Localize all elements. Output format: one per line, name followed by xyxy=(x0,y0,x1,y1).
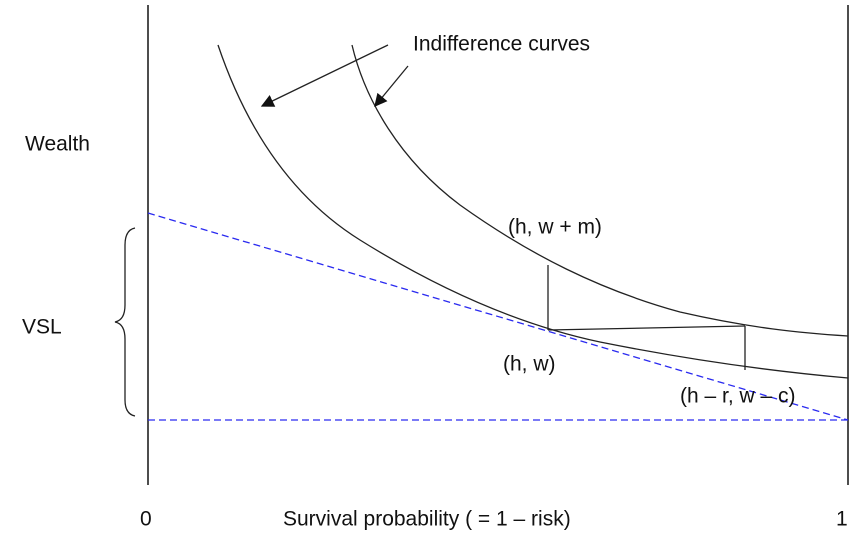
vsl-label: VSL xyxy=(22,316,62,339)
curves-label: Indifference curves xyxy=(413,33,590,56)
y-axis-label: Wealth xyxy=(25,133,90,156)
arrow xyxy=(260,44,389,107)
x-end-label: 1 xyxy=(836,508,848,531)
x-axis-label: Survival probability ( = 1 – risk) xyxy=(283,508,571,531)
indifference-curve-lower xyxy=(217,44,849,379)
point-label: (h, w) xyxy=(503,353,556,376)
tangent-line xyxy=(147,212,849,421)
x-start-label: 0 xyxy=(140,508,152,531)
horizontal-step xyxy=(547,325,746,331)
arrow xyxy=(374,65,409,108)
point-label: (h – r, w – c) xyxy=(680,385,796,408)
indifference-curve-upper xyxy=(351,44,849,337)
point-label: (h, w + m) xyxy=(508,216,602,239)
vsl-brace xyxy=(114,227,136,417)
